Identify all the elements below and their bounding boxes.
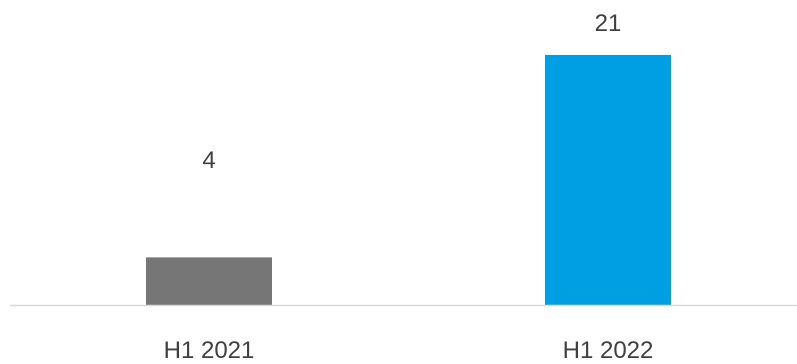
- data-label-2: 21: [595, 10, 622, 37]
- labels-layer: 4 H1 2021 21 H1 2022: [164, 10, 654, 364]
- x-tick-label-2: H1 2022: [563, 337, 654, 364]
- bars-layer: [146, 55, 671, 305]
- bar-2: [545, 55, 671, 305]
- bar-1: [146, 257, 272, 305]
- data-label-1: 4: [202, 147, 215, 174]
- x-tick-label-1: H1 2021: [164, 337, 255, 364]
